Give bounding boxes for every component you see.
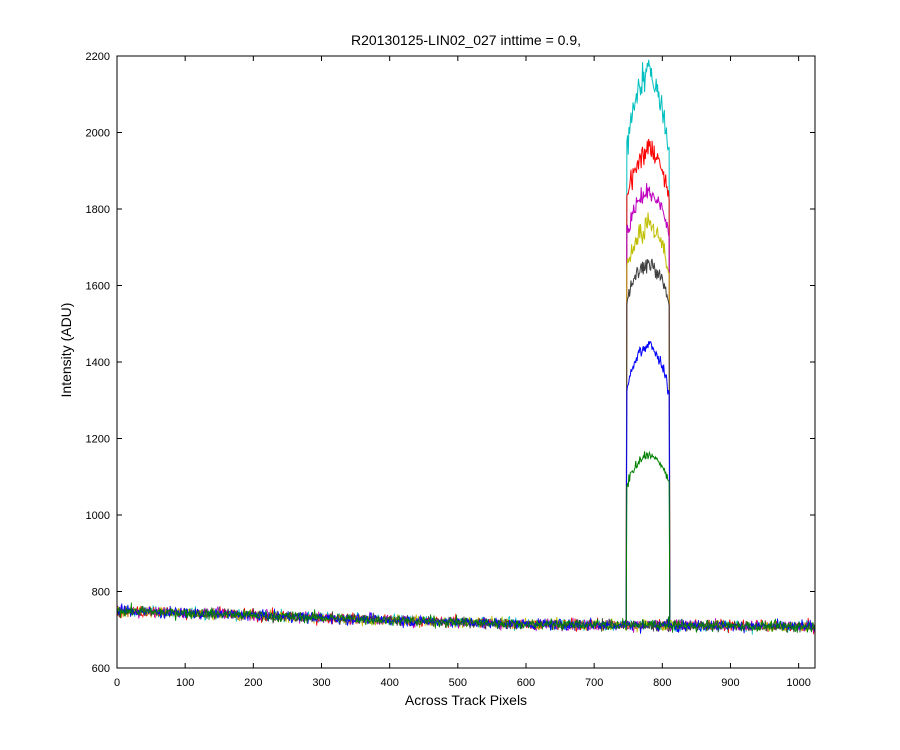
x-tick-label: 900 xyxy=(721,677,739,689)
y-tick-label: 1600 xyxy=(86,281,110,293)
series-line-1-spot xyxy=(625,59,671,627)
x-tick-label: 600 xyxy=(517,677,535,689)
y-tick-label: 1400 xyxy=(86,357,110,369)
chart-title: R20130125-LIN02_027 inttime = 0.9, xyxy=(351,32,581,48)
series-line-2-spot xyxy=(625,138,671,626)
x-tick-label: 700 xyxy=(585,677,603,689)
x-tick-label: 500 xyxy=(449,677,467,689)
y-tick-label: 800 xyxy=(92,587,110,599)
series-line-3-spot xyxy=(625,183,671,629)
background-series-layer xyxy=(116,602,816,635)
x-axis-label: Across Track Pixels xyxy=(405,692,527,708)
x-tick-label: 200 xyxy=(244,677,262,689)
series-line-4-spot xyxy=(625,212,671,629)
y-tick-label: 600 xyxy=(92,663,110,675)
series-line-5-spot xyxy=(625,258,671,623)
series-line-7-spot xyxy=(625,450,671,631)
x-tick-label: 300 xyxy=(312,677,330,689)
plot-frame xyxy=(116,55,816,669)
y-tick-label: 2000 xyxy=(86,128,110,140)
y-tick-label: 1200 xyxy=(86,434,110,446)
y-tick-label: 2200 xyxy=(86,51,110,63)
series-line-7 xyxy=(116,602,816,633)
y-tick-label: 1800 xyxy=(86,204,110,216)
y-axis-label: Intensity (ADU) xyxy=(58,303,74,398)
x-tick-label: 400 xyxy=(380,677,398,689)
x-tick-label: 0 xyxy=(114,677,120,689)
x-axis: 0 100 200 300 400 500 600 700 800 900 1000 xyxy=(114,56,811,689)
x-tick-label: 800 xyxy=(653,677,671,689)
x-tick-label: 100 xyxy=(176,677,194,689)
series-line-6-spot xyxy=(625,340,671,628)
spot-series-layer xyxy=(625,59,671,631)
y-axis: 600 800 1000 1200 1400 1600 1800 2000 2200 xyxy=(86,51,815,675)
x-tick-label: 1000 xyxy=(786,677,810,689)
y-tick-label: 1000 xyxy=(86,510,110,522)
